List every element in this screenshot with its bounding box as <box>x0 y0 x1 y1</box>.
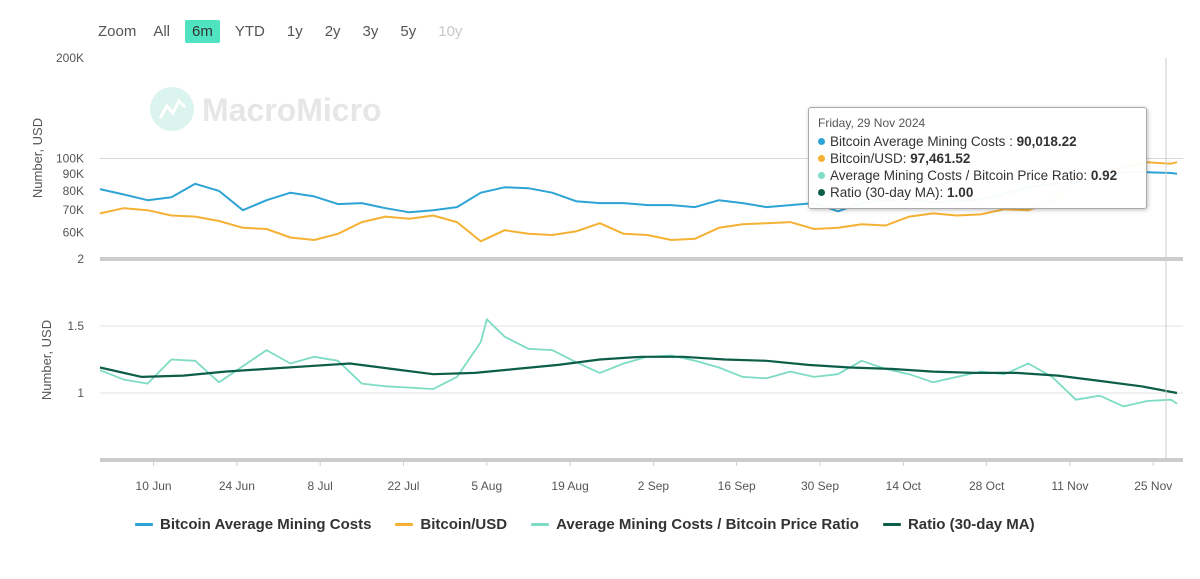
watermark-text: MacroMicro <box>202 92 382 128</box>
tooltip-row-ratio: Average Mining Costs / Bitcoin Price Rat… <box>818 167 1137 184</box>
lower-gridlines <box>100 325 1183 394</box>
zoom-button-10y: 10y <box>438 22 463 40</box>
x-tick-label: 28 Oct <box>969 479 1005 493</box>
tooltip-label-mining-cost: Bitcoin Average Mining Costs : <box>830 134 1017 149</box>
zoom-button-1y[interactable]: 1y <box>286 22 303 40</box>
zoom-bar: Zoom All 6m YTD 1y 2y 3y 5y 10y <box>98 18 477 44</box>
x-tick-label: 8 Jul <box>307 479 332 493</box>
legend-item-btc-price[interactable]: Bitcoin/USD <box>395 516 507 533</box>
x-tick-label: 16 Sep <box>718 479 756 493</box>
x-tick-label: 30 Sep <box>801 479 839 493</box>
tooltip-row-ratio-ma: Ratio (30-day MA): 1.00 <box>818 184 1137 201</box>
tooltip-dot-btc-price <box>818 155 825 162</box>
lower-y-axis-labels: 11.52 <box>67 252 84 400</box>
tooltip-value-ratio-ma: 1.00 <box>947 185 974 200</box>
watermark-logo-icon <box>150 87 194 131</box>
x-tick-label: 11 Nov <box>1051 479 1088 493</box>
tooltip-label-ratio: Average Mining Costs / Bitcoin Price Rat… <box>830 168 1091 183</box>
series-line-bitcoin-usd[interactable] <box>99 161 1178 243</box>
x-tick-label: 24 Jun <box>219 479 255 493</box>
y-tick-label: 90K <box>63 167 84 181</box>
x-axis-labels: 10 Jun 24 Jun 8 Jul 22 Jul 5 Aug 19 Aug 2 Sep 1… <box>136 460 1172 493</box>
x-tick-label: 25 Nov <box>1134 479 1172 493</box>
y-tick-label: 70K <box>63 203 84 217</box>
y-tick-label: 2 <box>77 252 84 266</box>
watermark: MacroMicro <box>150 87 382 131</box>
y-tick-label: 100K <box>56 152 84 166</box>
y-tick-label: 80K <box>63 184 84 198</box>
series-line-ratio-30-day-ma[interactable] <box>99 355 1178 395</box>
y-tick-label: 1.5 <box>67 319 84 333</box>
x-tick-label: 19 Aug <box>551 479 588 493</box>
legend-swatch-btc-price <box>395 523 414 526</box>
legend-label-mining-cost: Bitcoin Average Mining Costs <box>160 516 372 533</box>
lower-series-group <box>99 318 1178 408</box>
tooltip-dot-ratio <box>818 172 825 179</box>
x-tick-label: 14 Oct <box>886 479 922 493</box>
tooltip-label-btc-price: Bitcoin/USD: <box>830 151 911 166</box>
legend-item-ratio[interactable]: Average Mining Costs / Bitcoin Price Rat… <box>531 516 859 533</box>
tooltip-dot-mining-cost <box>818 138 825 145</box>
upper-y-axis-title: Number, USD <box>30 118 45 198</box>
legend-label-ratio: Average Mining Costs / Bitcoin Price Rat… <box>556 516 859 533</box>
tooltip: Friday, 29 Nov 2024 Bitcoin Average Mini… <box>808 107 1147 209</box>
legend-item-mining-cost[interactable]: Bitcoin Average Mining Costs <box>135 516 371 533</box>
zoom-label: Zoom <box>98 22 137 40</box>
y-tick-label: 200K <box>56 51 84 65</box>
tooltip-row-btc-price: Bitcoin/USD: 97,461.52 <box>818 150 1137 167</box>
zoom-button-3y[interactable]: 3y <box>362 22 379 40</box>
legend-item-ratio-ma[interactable]: Ratio (30-day MA) <box>882 516 1035 533</box>
y-tick-label: 1 <box>77 386 84 400</box>
x-tick-label: 5 Aug <box>471 479 502 493</box>
zoom-button-all[interactable]: All <box>153 22 171 40</box>
x-tick-label: 2 Sep <box>638 479 670 493</box>
zoom-button-2y[interactable]: 2y <box>324 22 341 40</box>
legend-swatch-ratio-ma <box>882 523 901 526</box>
tooltip-dot-ratio-ma <box>818 189 825 196</box>
zoom-button-ytd[interactable]: YTD <box>234 22 265 40</box>
zoom-button-6m[interactable]: 6m <box>185 19 220 43</box>
tooltip-date: Friday, 29 Nov 2024 <box>818 116 926 130</box>
lower-y-axis-title: Number, USD <box>39 320 54 400</box>
legend-label-btc-price: Bitcoin/USD <box>420 516 508 533</box>
legend-swatch-mining-cost <box>135 523 153 526</box>
legend-label-ratio-ma: Ratio (30-day MA) <box>907 516 1035 533</box>
tooltip-row-mining-cost: Bitcoin Average Mining Costs : 90,018.22 <box>818 133 1137 150</box>
legend: Bitcoin Average Mining Costs Bitcoin/USD… <box>135 516 1059 533</box>
x-tick-label: 10 Jun <box>136 479 172 493</box>
watermark-logo-mark <box>158 98 187 119</box>
tooltip-value-mining-cost: 90,018.22 <box>1016 134 1077 149</box>
tooltip-label-ratio-ma: Ratio (30-day MA): <box>830 185 948 200</box>
legend-swatch-ratio <box>531 523 550 526</box>
zoom-button-5y[interactable]: 5y <box>400 22 417 40</box>
tooltip-value-btc-price: 97,461.52 <box>910 151 971 166</box>
x-tick-label: 22 Jul <box>387 479 419 493</box>
y-tick-label: 60K <box>63 226 84 240</box>
tooltip-value-ratio: 0.92 <box>1090 168 1118 183</box>
